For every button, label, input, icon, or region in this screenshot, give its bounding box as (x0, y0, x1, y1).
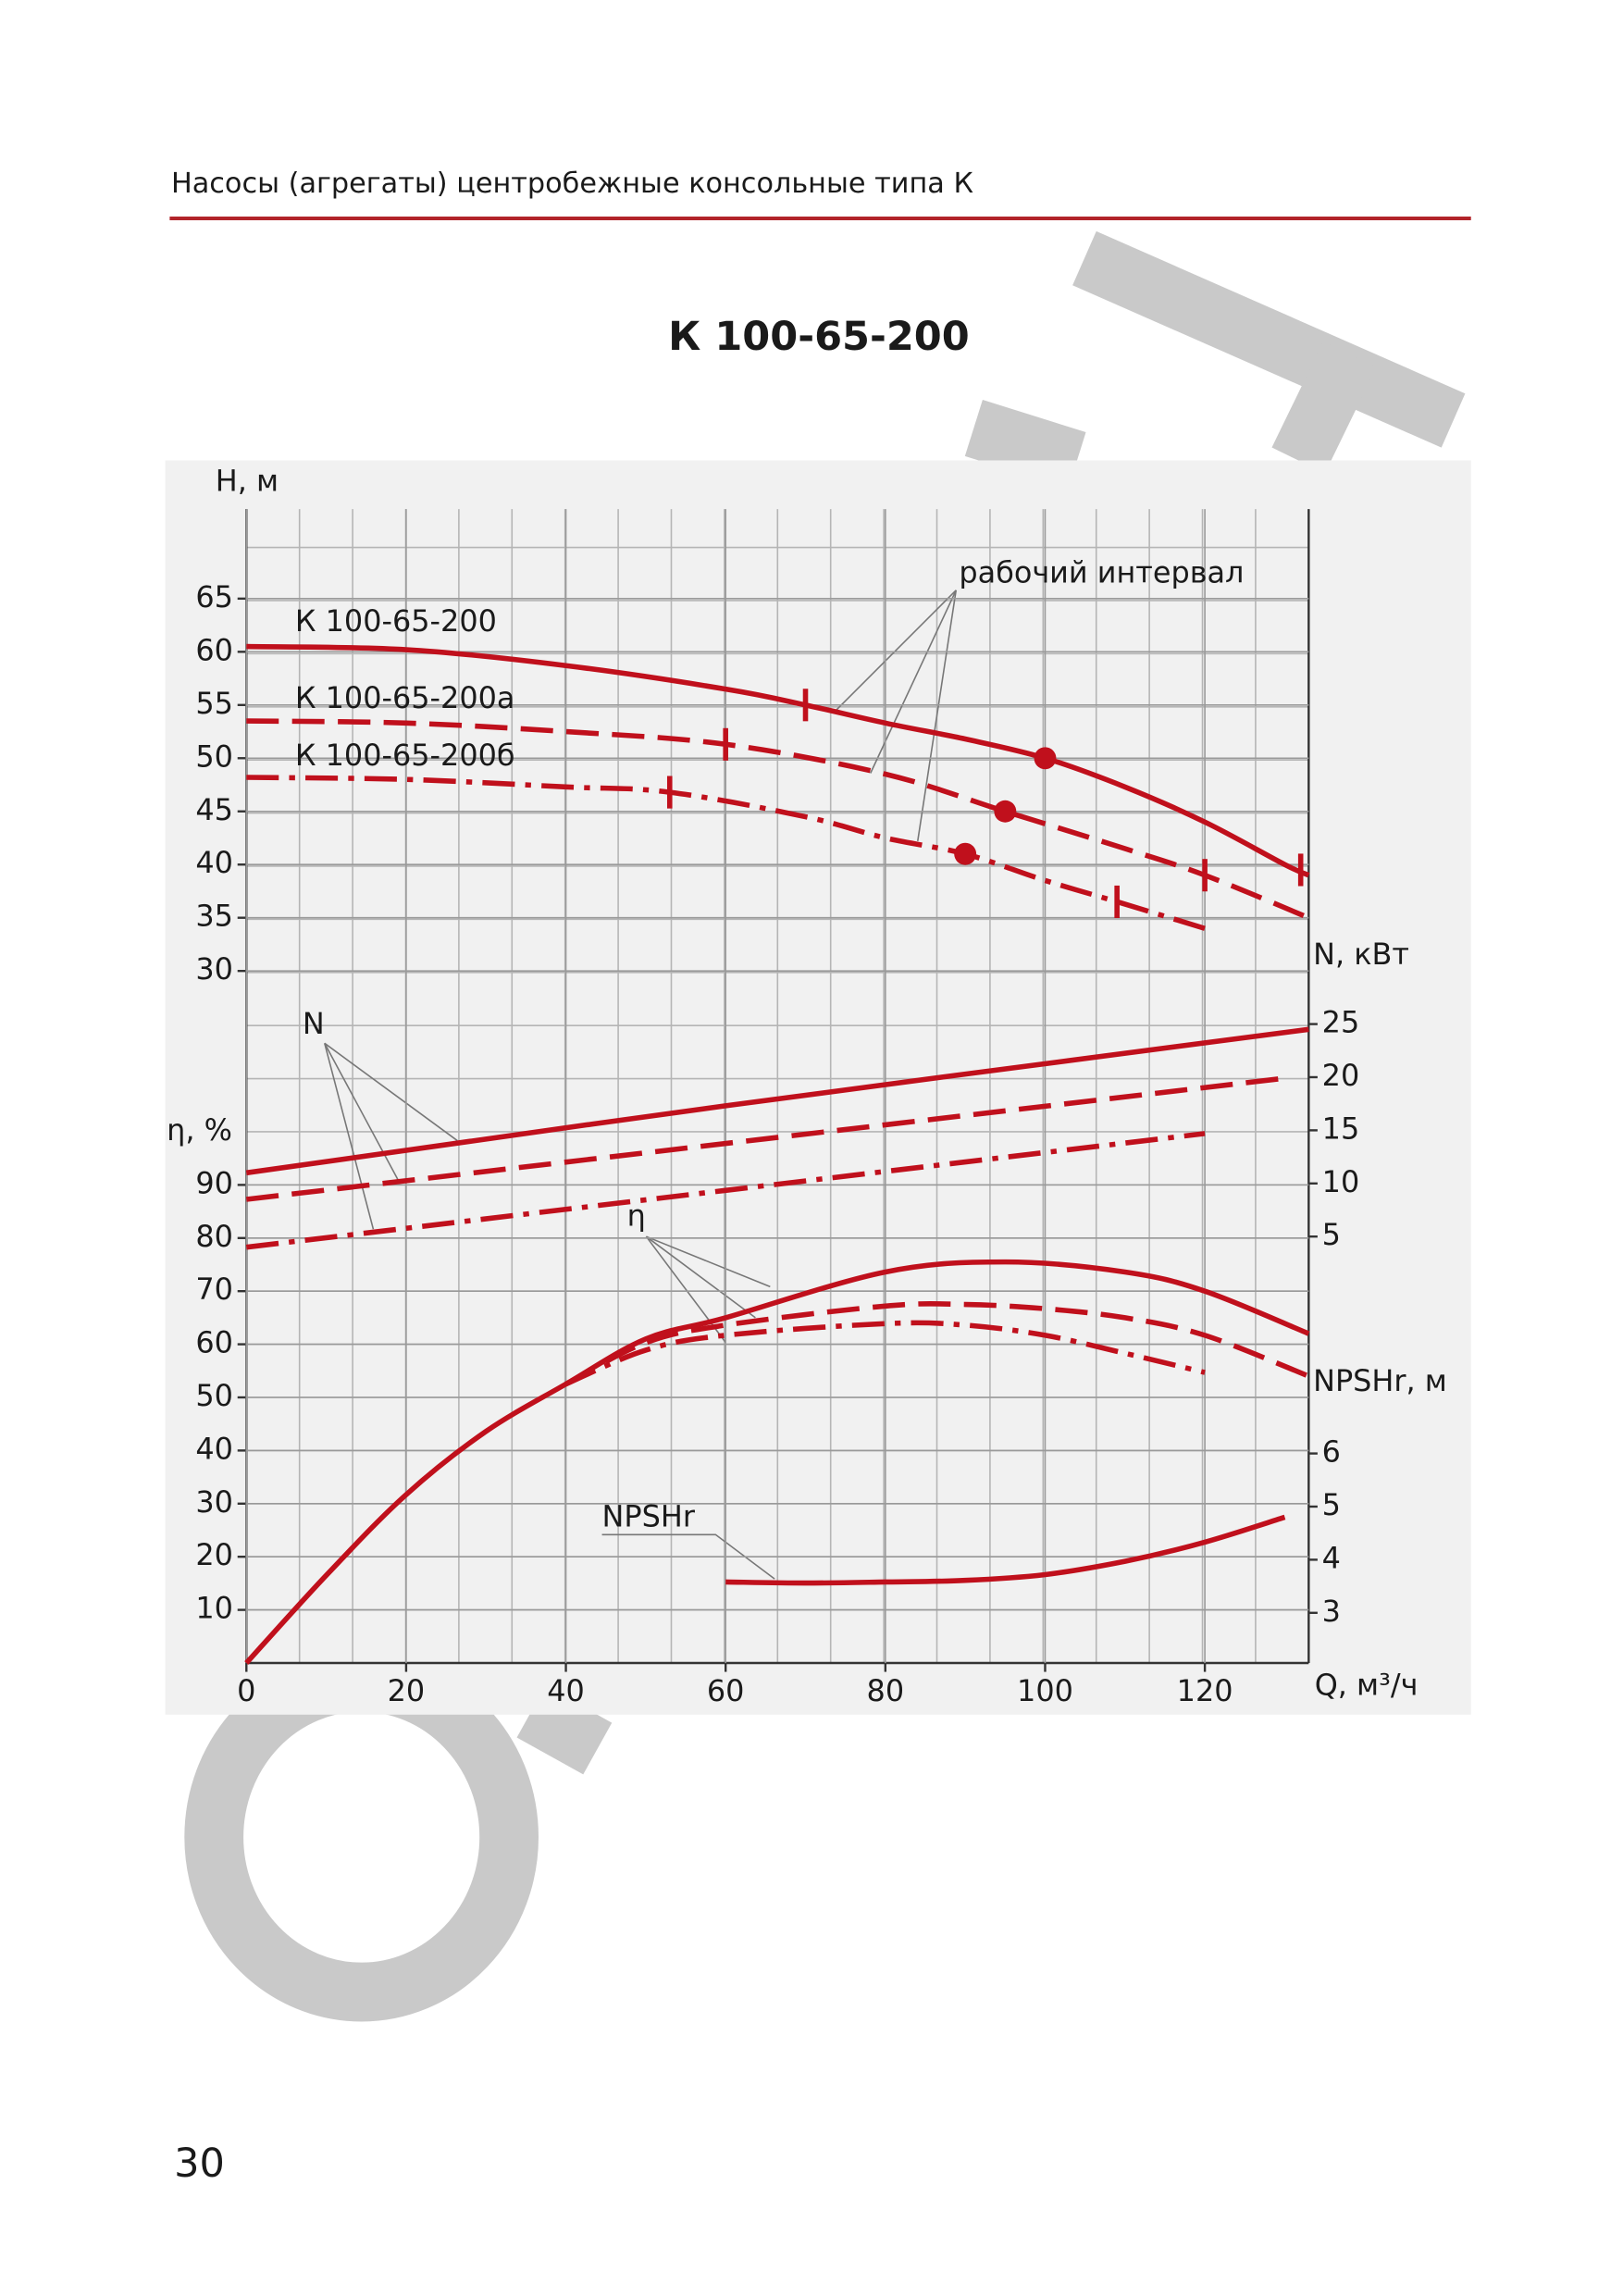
y-tick-label: 4 (1322, 1540, 1341, 1575)
axis-label: N, кВт (1313, 937, 1409, 972)
y-tick-label: 20 (195, 1537, 233, 1572)
y-tick-label: 50 (195, 1378, 233, 1413)
x-tick-label: 100 (1017, 1673, 1073, 1708)
series-label: К 100-65-200б (295, 738, 515, 773)
leader-line (601, 1533, 775, 1580)
y-tick-label: 30 (195, 1484, 233, 1520)
optimal-point (1034, 747, 1057, 770)
y-tick-label: 60 (195, 632, 233, 667)
x-tick-label: 120 (1177, 1673, 1233, 1708)
y-tick-label: 10 (1322, 1164, 1360, 1199)
y-tick-label: 55 (195, 686, 233, 721)
y-tick-label: 3 (1322, 1594, 1341, 1629)
leader-line (646, 1235, 771, 1288)
series-line (564, 1320, 1206, 1387)
watermark-stroke (184, 1652, 539, 2022)
optimal-point (954, 842, 977, 865)
y-tick-label: 40 (195, 845, 233, 880)
series-label: К 100-65-200 (295, 603, 497, 639)
y-tick-label: 90 (195, 1165, 233, 1200)
page-content: Насосы (агрегаты) центробежные консольны… (165, 168, 1471, 2187)
chart-title: К 100-65-200 (668, 314, 970, 360)
y-tick-label: 80 (195, 1219, 233, 1254)
series-line (244, 1259, 1310, 1665)
leader-line (645, 1235, 756, 1319)
axis-label: NPSHr, м (1313, 1363, 1447, 1398)
y-tick-label: 65 (195, 579, 233, 614)
series-line (245, 1026, 1309, 1176)
watermark-stroke (516, 1685, 613, 1775)
axis-label: η, % (167, 1112, 232, 1148)
y-tick-label: 5 (1322, 1217, 1341, 1252)
annotation: N (303, 1006, 325, 1041)
axis-label: Q, м³/ч (1315, 1668, 1419, 1703)
x-tick-label: 40 (547, 1673, 585, 1708)
y-tick-label: 20 (1322, 1058, 1360, 1093)
y-tick-label: 35 (195, 899, 233, 934)
leader-line (324, 1042, 458, 1142)
watermark-stroke (1072, 230, 1466, 448)
y-tick-label: 45 (195, 792, 233, 827)
y-tick-label: 10 (195, 1591, 233, 1626)
header-title: Насосы (агрегаты) центробежные консольны… (171, 168, 973, 200)
leader-line (916, 590, 958, 841)
y-tick-label: 70 (195, 1272, 233, 1307)
y-tick-label: 15 (1322, 1111, 1360, 1146)
series-line (564, 1301, 1310, 1387)
series-line (725, 1514, 1286, 1586)
y-tick-label: 6 (1322, 1434, 1341, 1470)
series-label: К 100-65-200а (295, 680, 515, 715)
axis-label: H, м (216, 463, 279, 498)
x-tick-label: 20 (388, 1673, 426, 1708)
page-number: 30 (174, 2141, 225, 2187)
annotation: NPSHr (602, 1499, 696, 1534)
watermark-stroke (1271, 341, 1377, 474)
series-line (246, 775, 1206, 931)
annotation: η (627, 1198, 646, 1233)
leader-line (834, 590, 957, 713)
series-line (246, 643, 1310, 878)
y-tick-label: 40 (195, 1431, 233, 1466)
y-tick-label: 50 (195, 738, 233, 774)
series-line (246, 718, 1310, 921)
y-tick-label: 5 (1322, 1487, 1341, 1522)
series-line (245, 1131, 1206, 1250)
series-line (245, 1075, 1285, 1202)
x-tick-label: 80 (867, 1673, 905, 1708)
y-tick-label: 25 (1322, 1005, 1360, 1040)
y-tick-label: 30 (195, 951, 233, 987)
leader-line (324, 1042, 400, 1181)
x-tick-label: 0 (237, 1673, 255, 1708)
leader-line (324, 1043, 375, 1230)
watermark-stroke (964, 399, 1086, 489)
y-tick-label: 60 (195, 1325, 233, 1360)
chart-background (165, 460, 1471, 1715)
annotation: рабочий интервал (959, 554, 1244, 590)
optimal-point (994, 800, 1017, 823)
x-tick-label: 60 (707, 1673, 745, 1708)
